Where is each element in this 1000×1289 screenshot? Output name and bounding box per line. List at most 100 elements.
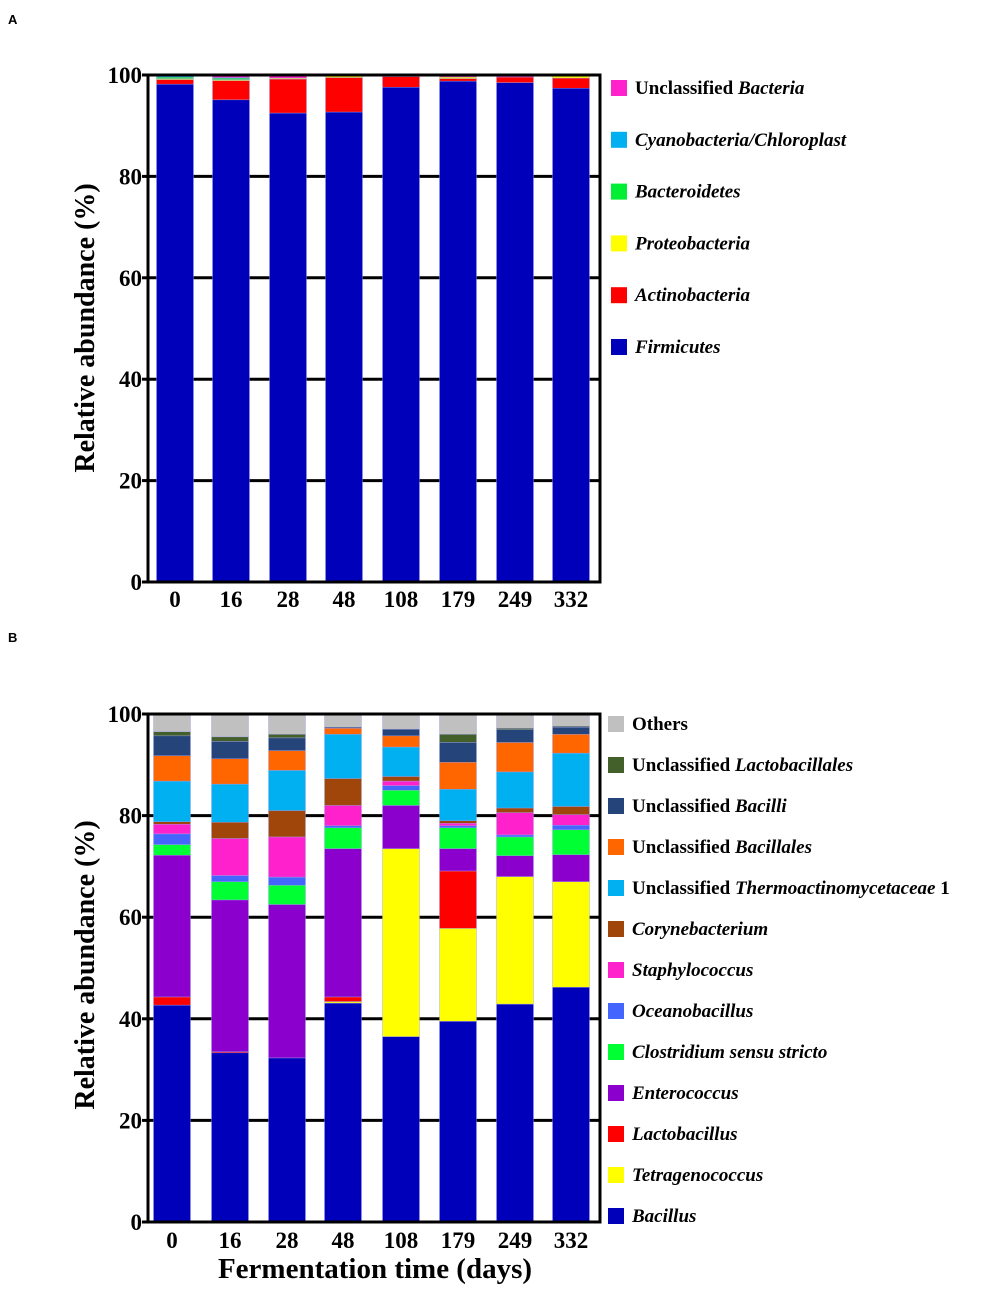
bar-segment: [211, 1052, 249, 1223]
legend-label-part: Actinobacteria: [634, 285, 751, 306]
y-tick-label: 60: [119, 905, 142, 930]
bar-segment: [211, 736, 249, 742]
legend-swatch: [611, 287, 627, 304]
y-axis-title: Relative abundance (%): [70, 183, 101, 472]
bar-segment: [268, 884, 306, 905]
bar-stack-108: [382, 713, 420, 1223]
bar-stack-249: [496, 713, 534, 1223]
bar-segment: [153, 755, 191, 782]
legend-item: Unclassified Bacilli: [608, 796, 787, 817]
x-tick-label: 108: [384, 587, 419, 612]
legend-item: Tetragenococcus: [608, 1165, 763, 1186]
legend-swatch: [608, 1208, 624, 1224]
bar-segment: [153, 713, 191, 732]
bar-segment: [439, 848, 477, 872]
legend-label: Proteobacteria: [634, 233, 751, 254]
legend-item: Unclassified Thermoactinomycetaceae 1: [608, 878, 950, 899]
bar-stack-16: [211, 713, 249, 1223]
legend-swatch: [611, 131, 627, 148]
legend-label-part: Staphylococcus: [632, 960, 753, 981]
bar-segment: [324, 825, 362, 828]
bar-segment: [496, 771, 534, 809]
bar-stack-16: [212, 74, 250, 583]
bar-segment: [552, 854, 590, 882]
x-tick-label: 48: [333, 587, 356, 612]
legend-swatch: [608, 1167, 624, 1183]
legend-swatch: [608, 880, 624, 896]
bar-stack-48: [324, 713, 362, 1223]
bar-segment: [382, 805, 420, 849]
bar-segment: [269, 78, 307, 114]
x-tick-label: 179: [441, 1228, 476, 1253]
bar-segment: [211, 822, 249, 839]
y-tick-label: 40: [119, 367, 142, 392]
y-tick-label: 0: [131, 1210, 143, 1235]
legend-item: Cyanobacteria/Chloroplast: [611, 130, 847, 151]
legend-label-part: Lactobacillales: [734, 755, 853, 776]
bar-segment: [325, 111, 363, 583]
bar-segment: [211, 758, 249, 785]
legend-swatch: [608, 1044, 624, 1060]
x-tick-label: 179: [441, 587, 476, 612]
legend-item: Unclassified Bacillales: [608, 837, 812, 858]
legend-label: Bacillus: [631, 1206, 696, 1227]
legend: Firmicutes Actinobacteria Proteobacteria Ba…: [611, 78, 847, 358]
bar-segment: [382, 848, 420, 1037]
chart-a: 0 20 40 60 80 100 0 16 28 48 108 179 249 332 Relative …: [70, 63, 847, 612]
legend-label-part: Unclassified: [632, 837, 735, 858]
legend-item: Actinobacteria: [611, 285, 751, 306]
bar-segment: [552, 806, 590, 815]
bar-stack-0: [156, 74, 194, 583]
bar-segment: [153, 996, 191, 1006]
bar-segment: [153, 833, 191, 845]
legend-label-part: Unclassified: [632, 796, 735, 817]
bar-stack-0: [153, 713, 191, 1223]
legend-label: Staphylococcus: [632, 960, 753, 981]
bar-segment: [324, 827, 362, 849]
bar-segment: [382, 746, 420, 777]
legend-item: Bacteroidetes: [611, 182, 741, 203]
legend-swatch: [608, 921, 624, 937]
bar-segment: [268, 737, 306, 751]
legend-label: Firmicutes: [634, 337, 721, 358]
bar-segment: [211, 741, 249, 759]
x-tick-label: 249: [498, 587, 533, 612]
y-tick-label: 100: [108, 702, 143, 727]
bar-segment: [552, 881, 590, 988]
bar-segment: [156, 79, 194, 85]
legend-swatch: [608, 798, 624, 814]
bar-segment: [496, 876, 534, 1005]
plot-frame: [146, 712, 602, 1224]
bar-segment: [496, 807, 534, 813]
bar-segment: [268, 876, 306, 886]
bar-segment: [496, 713, 534, 729]
legend-swatch: [611, 339, 627, 355]
bar-segment: [382, 713, 420, 730]
legend-label-part: Bacillales: [734, 837, 812, 858]
bar-segment: [496, 742, 534, 773]
bar-segment: [153, 824, 191, 835]
bar-segment: [268, 1057, 306, 1223]
y-tick-label: 40: [119, 1007, 142, 1032]
bar-segment: [212, 80, 250, 101]
bar-segment: [439, 713, 477, 735]
x-tick-label: 332: [554, 1228, 589, 1253]
bar-segment: [324, 1002, 362, 1223]
bar-segment: [439, 734, 477, 743]
bar-segment: [382, 729, 420, 737]
bar-segment: [439, 1021, 477, 1223]
bar-segment: [268, 810, 306, 838]
legend-item: Unclassified Lactobacillales: [608, 755, 853, 776]
bar-segment: [552, 829, 590, 855]
bar-segment: [496, 812, 534, 836]
legend-swatch: [611, 183, 627, 200]
bar-stack-179: [439, 713, 477, 1223]
bar-segment: [153, 855, 191, 998]
bar-segment: [439, 76, 477, 79]
bar-segment: [382, 785, 420, 791]
bar-segment: [439, 823, 477, 826]
bar-segment: [324, 728, 362, 735]
legend-swatch: [608, 1126, 624, 1142]
bar-segment: [439, 820, 477, 824]
bar-stack-28: [268, 713, 306, 1223]
